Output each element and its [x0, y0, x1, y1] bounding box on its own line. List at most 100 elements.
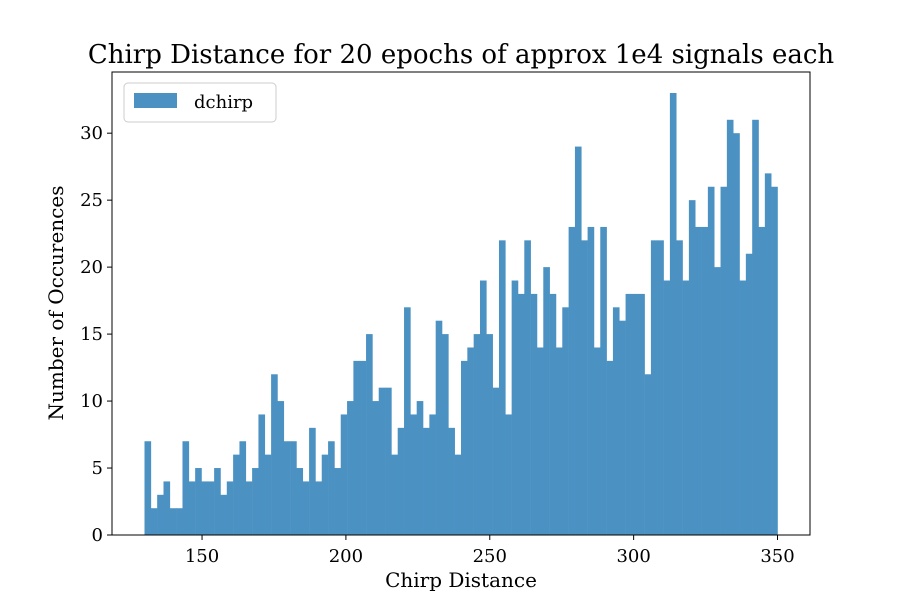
histogram-bar — [252, 468, 259, 535]
y-tick-label: 20 — [80, 257, 103, 278]
histogram-bar — [442, 334, 449, 535]
histogram-bar — [625, 293, 633, 535]
histogram-bar — [207, 481, 215, 535]
x-tick-label: 250 — [473, 546, 507, 567]
histogram-bar — [644, 374, 652, 535]
histogram-bar — [378, 387, 386, 535]
histogram-bar — [404, 307, 411, 535]
histogram-bar — [321, 454, 329, 535]
y-tick-label: 5 — [92, 458, 103, 479]
y-axis-label: Number of Occurences — [44, 186, 68, 421]
histogram-bars — [144, 93, 778, 536]
plot-frame — [111, 71, 811, 536]
histogram-bar — [277, 401, 285, 535]
histogram-bar — [353, 360, 361, 535]
histogram-bar — [726, 119, 734, 536]
histogram-bar — [347, 401, 354, 535]
x-tick-label: 200 — [329, 546, 363, 567]
histogram-bar — [233, 454, 240, 535]
histogram-bar — [220, 494, 228, 535]
histogram-bar — [543, 267, 550, 535]
histogram-bar — [448, 427, 455, 535]
histogram-bar — [366, 334, 373, 535]
y-tick-label: 30 — [80, 123, 103, 144]
x-tick-label: 300 — [616, 546, 650, 567]
histogram-bar — [606, 360, 614, 535]
histogram-bar — [587, 226, 595, 535]
histogram-bar — [752, 119, 759, 536]
histogram-bar — [714, 267, 721, 535]
histogram-bar — [530, 293, 538, 535]
histogram-bar — [423, 427, 430, 535]
histogram-bar — [429, 414, 436, 535]
histogram-bar — [498, 240, 506, 536]
histogram-bar — [264, 454, 272, 535]
histogram-bar — [214, 468, 221, 535]
histogram-bar — [568, 226, 576, 535]
histogram-bar — [492, 387, 500, 535]
histogram-bar — [410, 414, 417, 535]
histogram-bar — [258, 414, 266, 535]
histogram-bar — [612, 307, 620, 535]
histogram-bar — [600, 226, 607, 535]
legend-swatch — [134, 93, 177, 108]
histogram-bar — [695, 226, 702, 535]
y-tick-label: 10 — [80, 391, 103, 412]
histogram-bar — [574, 146, 582, 536]
histogram-bar — [536, 347, 544, 535]
histogram-bar — [764, 173, 772, 535]
histogram-bar — [682, 280, 690, 535]
histogram-bar — [461, 360, 468, 535]
histogram-bar — [302, 481, 310, 535]
histogram-bar — [467, 347, 474, 535]
histogram-bar — [435, 320, 443, 535]
histogram-bar — [239, 441, 247, 535]
histogram-bar — [669, 93, 677, 535]
histogram-bar — [593, 347, 601, 535]
y-tick-label: 0 — [92, 525, 103, 546]
histogram-bar — [473, 334, 481, 535]
legend-label: dchirp — [194, 92, 253, 113]
y-axis-ticks: 0 5 10 15 20 25 30 — [80, 123, 112, 546]
histogram-bar — [271, 374, 278, 535]
histogram-bar — [195, 468, 202, 535]
histogram-bar — [372, 401, 380, 535]
histogram-bar — [315, 481, 323, 535]
histogram-bar — [226, 481, 234, 535]
x-tick-label: 150 — [185, 546, 219, 567]
histogram-bar — [739, 280, 747, 535]
histogram-bar — [176, 508, 183, 535]
x-axis-label: Chirp Distance — [385, 568, 537, 592]
histogram-bar — [296, 468, 304, 535]
x-tick-label: 350 — [760, 546, 794, 567]
histogram-bar — [188, 481, 196, 535]
histogram-bar — [758, 226, 766, 535]
histogram-bar — [245, 481, 253, 535]
histogram-bar — [416, 401, 424, 535]
histogram-bar — [479, 280, 487, 535]
histogram-bar — [688, 200, 696, 535]
histogram-bar — [150, 508, 158, 535]
histogram-bar — [733, 133, 740, 535]
histogram-bar — [663, 280, 671, 535]
histogram-bar — [157, 494, 164, 535]
y-tick-label: 15 — [80, 324, 103, 345]
histogram-bar — [290, 441, 297, 535]
histogram-bar — [511, 280, 519, 535]
chart-title: Chirp Distance for 20 epochs of approx 1… — [88, 40, 835, 70]
histogram-bar — [581, 240, 588, 536]
x-axis-ticks: 150 200 250 300 350 — [185, 535, 795, 567]
histogram-bar — [486, 334, 493, 535]
histogram-bar — [676, 240, 683, 536]
legend: dchirp — [123, 82, 277, 123]
histogram-bar — [397, 427, 405, 535]
histogram-bar — [701, 226, 709, 535]
histogram-bar — [163, 481, 171, 535]
histogram-bar — [328, 441, 335, 535]
histogram-bar — [169, 508, 177, 535]
histogram-bar — [144, 441, 152, 535]
histogram-bar — [454, 454, 462, 535]
histogram-bar — [309, 427, 316, 535]
histogram-bar — [517, 293, 525, 535]
